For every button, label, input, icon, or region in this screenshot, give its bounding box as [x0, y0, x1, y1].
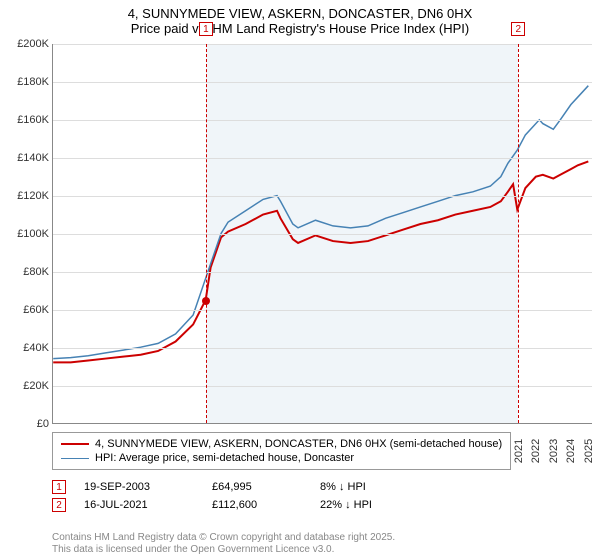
transactions-table: 1 19-SEP-2003 £64,995 8% ↓ HPI 2 16-JUL-2021 £… [52, 478, 410, 514]
gridline [53, 310, 592, 311]
copyright-line: Contains HM Land Registry data © Crown c… [52, 532, 395, 544]
y-axis-label: £120K [17, 190, 53, 202]
chart-subtitle: Price paid vs. HM Land Registry's House … [0, 21, 600, 36]
transaction-marker-line [206, 44, 207, 423]
x-axis-label: 2025 [579, 439, 595, 463]
transaction-date: 19-SEP-2003 [84, 481, 194, 493]
transaction-price: £64,995 [212, 481, 302, 493]
y-axis-label: £0 [37, 418, 53, 430]
gridline [53, 348, 592, 349]
legend-row: 4, SUNNYMEDE VIEW, ASKERN, DONCASTER, DN… [61, 437, 502, 451]
transaction-marker-badge: 1 [199, 22, 213, 36]
gridline [53, 82, 592, 83]
chart-plot-area: £0£20K£40K£60K£80K£100K£120K£140K£160K£1… [52, 44, 592, 424]
copyright-line: This data is licensed under the Open Gov… [52, 544, 395, 556]
x-axis-label: 2022 [526, 439, 542, 463]
transaction-badge: 2 [52, 498, 66, 512]
transaction-diff: 22% ↓ HPI [320, 499, 410, 511]
transaction-point [202, 297, 210, 305]
legend-label: 4, SUNNYMEDE VIEW, ASKERN, DONCASTER, DN… [95, 438, 502, 450]
gridline [53, 272, 592, 273]
x-axis-label: 2024 [561, 439, 577, 463]
transaction-row: 2 16-JUL-2021 £112,600 22% ↓ HPI [52, 496, 410, 514]
legend-swatch [61, 443, 89, 445]
x-axis-label: 2021 [509, 439, 525, 463]
y-axis-label: £200K [17, 38, 53, 50]
y-axis-label: £100K [17, 228, 53, 240]
y-axis-label: £40K [23, 342, 53, 354]
transaction-badge: 1 [52, 480, 66, 494]
x-axis-label: 2023 [544, 439, 560, 463]
legend-row: HPI: Average price, semi-detached house,… [61, 451, 502, 465]
gridline [53, 386, 592, 387]
copyright-notice: Contains HM Land Registry data © Crown c… [52, 532, 395, 556]
gridline [53, 44, 592, 45]
y-axis-label: £160K [17, 114, 53, 126]
transaction-row: 1 19-SEP-2003 £64,995 8% ↓ HPI [52, 478, 410, 496]
transaction-price: £112,600 [212, 499, 302, 511]
chart-legend: 4, SUNNYMEDE VIEW, ASKERN, DONCASTER, DN… [52, 432, 511, 470]
legend-label: HPI: Average price, semi-detached house,… [95, 452, 354, 464]
transaction-date: 16-JUL-2021 [84, 499, 194, 511]
y-axis-label: £20K [23, 380, 53, 392]
y-axis-label: £60K [23, 304, 53, 316]
gridline [53, 120, 592, 121]
title-block: 4, SUNNYMEDE VIEW, ASKERN, DONCASTER, DN… [0, 0, 600, 38]
gridline [53, 234, 592, 235]
legend-swatch [61, 458, 89, 459]
y-axis-label: £80K [23, 266, 53, 278]
chart-container: 4, SUNNYMEDE VIEW, ASKERN, DONCASTER, DN… [0, 0, 600, 560]
transaction-marker-badge: 2 [511, 22, 525, 36]
y-axis-label: £180K [17, 76, 53, 88]
gridline [53, 158, 592, 159]
transaction-diff: 8% ↓ HPI [320, 481, 410, 493]
chart-title: 4, SUNNYMEDE VIEW, ASKERN, DONCASTER, DN… [0, 6, 600, 21]
y-axis-label: £140K [17, 152, 53, 164]
gridline [53, 196, 592, 197]
series-line-hpi [53, 86, 588, 359]
series-line-price_paid [53, 161, 588, 362]
transaction-marker-line [518, 44, 519, 423]
